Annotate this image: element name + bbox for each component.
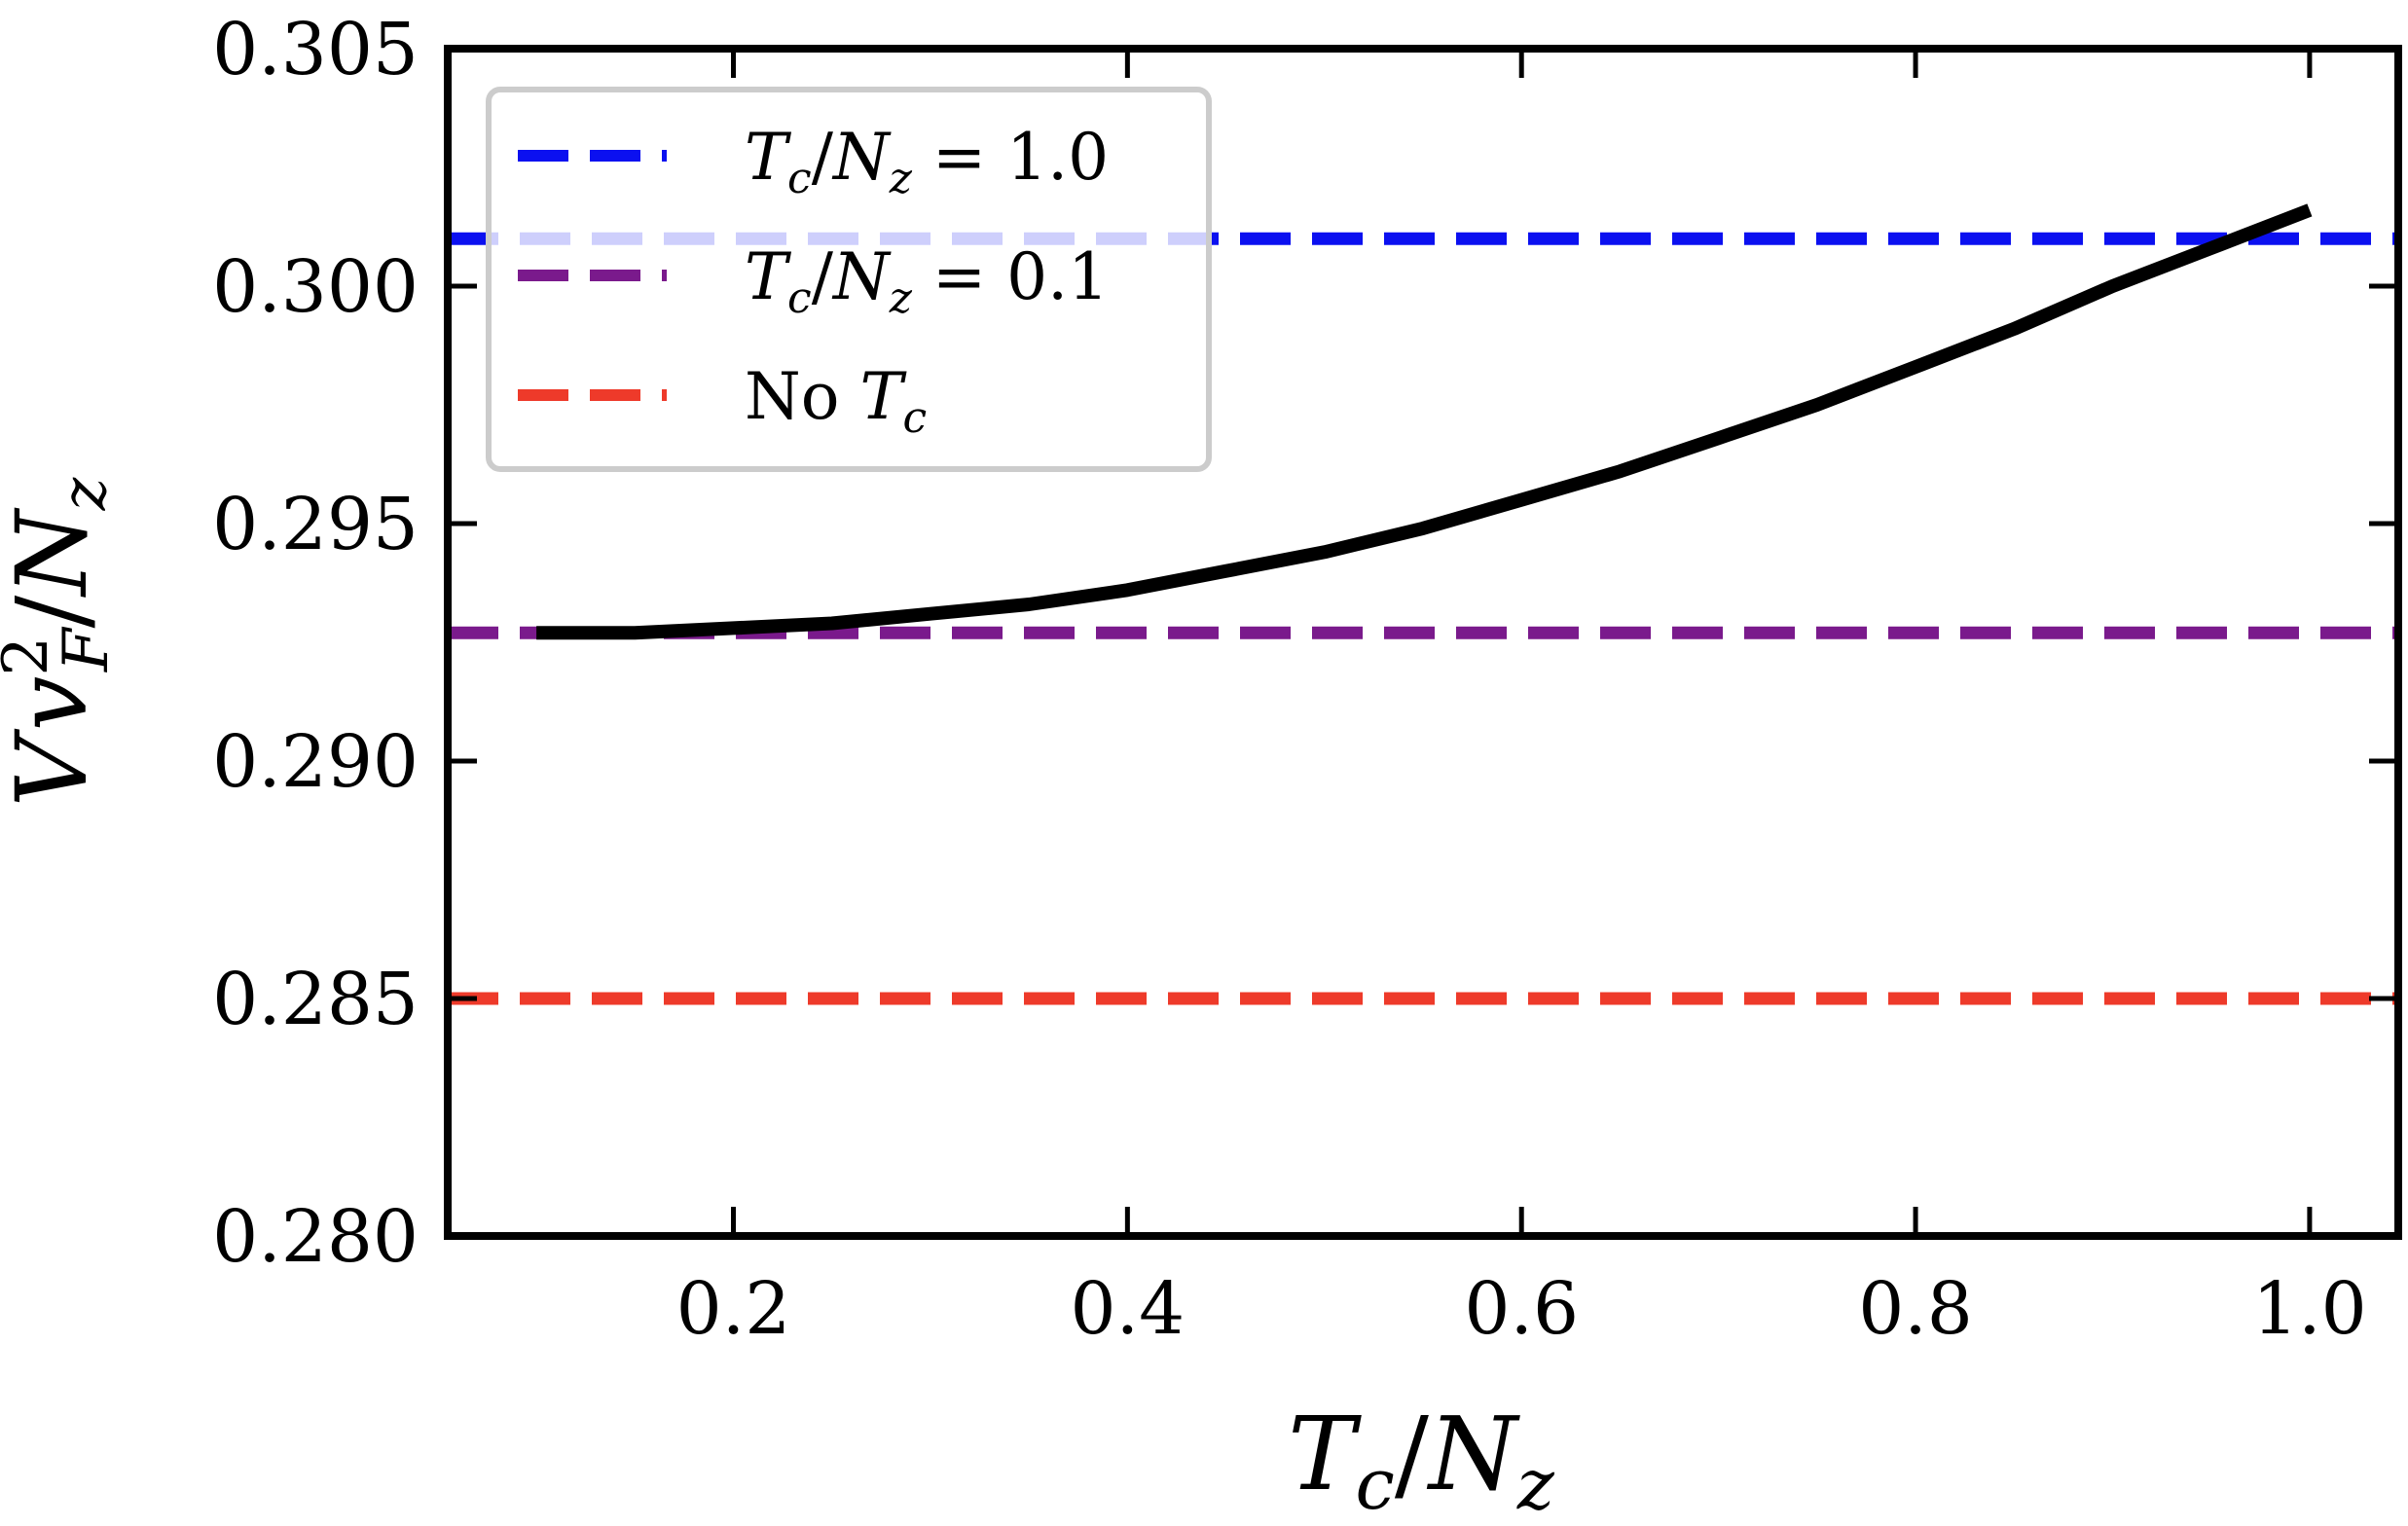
legend-label-0-sep: /	[812, 120, 834, 195]
legend-label-1-sub: c	[787, 273, 812, 323]
legend-label-1-rest: = 0.1	[912, 239, 1109, 314]
y-tick-label: 0.305	[212, 8, 419, 91]
legend-label-2-pre: No	[745, 359, 859, 434]
legend-label-0-sub: c	[787, 154, 812, 203]
y-tick-label: 0.280	[212, 1195, 419, 1279]
legend-label-0: Tc/Nz = 1.0	[745, 120, 1109, 203]
data-curve	[536, 203, 2313, 640]
y-axis-label-sub: F	[51, 626, 123, 672]
x-axis-label: Tc/Nz	[1288, 1395, 1555, 1525]
legend-label-2-sub: c	[903, 393, 928, 443]
legend-label-0-main: T	[745, 120, 792, 195]
y-tick-label: 0.300	[212, 245, 419, 329]
legend-label-1-sub2: z	[889, 273, 913, 323]
y-axis-label-sup: 2	[0, 636, 62, 676]
y-axis-label-v: v	[0, 676, 109, 732]
legend-box	[486, 87, 1212, 472]
y-axis-label-sub2: z	[49, 476, 121, 511]
legend: Tc/Nz = 1.0 Tc/Nz = 0.1 No Tc	[486, 87, 1212, 472]
legend-label-1-main2: N	[831, 239, 892, 314]
legend-label-0-rest: = 1.0	[912, 120, 1109, 195]
legend-label-2: No Tc	[745, 359, 927, 443]
y-axis-label-main: V	[0, 728, 109, 807]
x-axis-label-main2: N	[1426, 1395, 1520, 1513]
curve-layer	[536, 203, 2313, 640]
x-tick-label: 0.8	[1858, 1267, 1973, 1351]
x-tick-label: 0.2	[676, 1267, 791, 1351]
y-axis-label-sep: /	[0, 596, 109, 629]
legend-label-1-sep: /	[812, 239, 834, 314]
x-axis-label-main: T	[1288, 1395, 1362, 1513]
legend-label-1-main: T	[745, 239, 792, 314]
x-axis-label-sub: c	[1356, 1443, 1395, 1525]
legend-label-1: Tc/Nz = 0.1	[745, 239, 1109, 323]
y-axis-label-main2: N	[0, 507, 109, 598]
ticks: 0.2 0.4 0.6 0.8 1.0 0.280 0.285 0.290 0.295 0.300…	[212, 8, 2398, 1351]
legend-label-2-main: T	[859, 359, 907, 434]
plot-frame	[444, 45, 2402, 1240]
x-tick-label: 0.4	[1071, 1267, 1186, 1351]
y-tick-label: 0.285	[212, 958, 419, 1041]
y-tick-label: 0.290	[212, 720, 419, 804]
legend-label-0-main2: N	[831, 120, 892, 195]
x-tick-label: 1.0	[2252, 1267, 2367, 1351]
x-axis-label-sep: /	[1395, 1395, 1430, 1513]
y-tick-label: 0.295	[212, 483, 419, 566]
legend-label-0-sub2: z	[889, 154, 913, 203]
y-axis-label: Vv2F/Nz	[0, 476, 123, 807]
x-axis-label-sub2: z	[1516, 1443, 1555, 1525]
x-tick-label: 0.6	[1464, 1267, 1579, 1351]
